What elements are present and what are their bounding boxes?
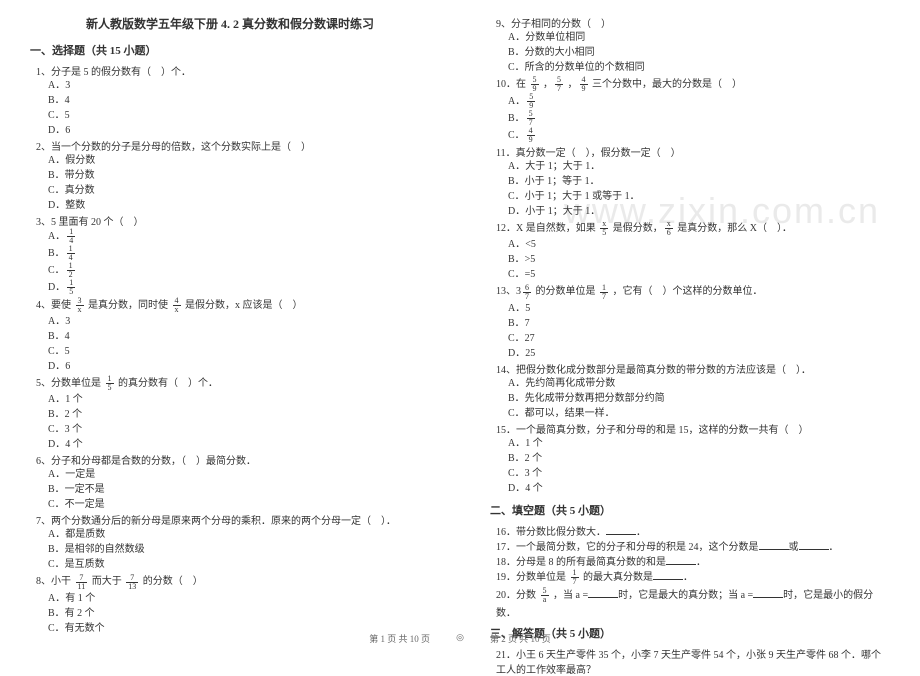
q3-text: 3、5 里面有 20 个（ ） bbox=[30, 213, 430, 228]
q20-text: 20．分数 5a ，当 a =时，它是最大的真分数；当 a =时，它是最小的假分… bbox=[490, 586, 890, 619]
q5-option-a: A．1 个 bbox=[30, 392, 430, 407]
q11-text: 11．真分数一定（ ），假分数一定（ ） bbox=[490, 144, 890, 159]
q13-option-b: B．7 bbox=[490, 316, 890, 331]
q15-text: 15．一个最简真分数，分子和分母的和是 15，这样的分数一共有（ ） bbox=[490, 421, 890, 436]
q15-option-b: B．2 个 bbox=[490, 451, 890, 466]
q12-option-b: B．>5 bbox=[490, 252, 890, 267]
q19-text: 19．分数单位是 17 的最大真分数是． bbox=[490, 568, 890, 586]
q5-text: 5、分数单位是 15 的真分数有（ ）个． bbox=[30, 374, 430, 392]
q1-option-a: A．3 bbox=[30, 78, 430, 93]
q8-text: 8、小干 711 而大于 713 的分数（ ） bbox=[30, 572, 430, 590]
q2-text: 2、当一个分数的分子是分母的倍数，这个分数实际上是（ ） bbox=[30, 138, 430, 153]
q15-option-d: D．4 个 bbox=[490, 481, 890, 496]
q5-option-d: D．4 个 bbox=[30, 437, 430, 452]
q5-option-b: B．2 个 bbox=[30, 407, 430, 422]
q13-option-a: A．5 bbox=[490, 301, 890, 316]
q9-option-a: A．分数单位相同 bbox=[490, 30, 890, 45]
q15-option-c: C．3 个 bbox=[490, 466, 890, 481]
q3-option-a: A．14 bbox=[30, 228, 430, 245]
page-footer-2: 第 2 页 共 10 页 bbox=[490, 632, 551, 645]
q15-option-a: A．1 个 bbox=[490, 436, 890, 451]
q12-text: 12．X 是自然数，如果 x5 是假分数，x6 是真分数，那么 X（ ）． bbox=[490, 219, 890, 237]
q2-option-d: D．整数 bbox=[30, 198, 430, 213]
q14-option-b: B．先化成带分数再把分数部分约简 bbox=[490, 391, 890, 406]
q3-option-b: B．14 bbox=[30, 245, 430, 262]
q10-option-c: C．49 bbox=[490, 127, 890, 144]
right-column: 9、分子相同的分数（ ） A．分数单位相同 B．分数的大小相同 C．所含的分数单… bbox=[460, 0, 920, 651]
q1-option-d: D．6 bbox=[30, 123, 430, 138]
q14-text: 14、把假分数化成分数部分是最简真分数的带分数的方法应该是（ ）． bbox=[490, 361, 890, 376]
q1-option-b: B．4 bbox=[30, 93, 430, 108]
q11-option-b: B．小于 1；等于 1． bbox=[490, 174, 890, 189]
q12-option-c: C．=5 bbox=[490, 267, 890, 282]
q4-option-a: A．3 bbox=[30, 314, 430, 329]
q9-option-c: C．所含的分数单位的个数相同 bbox=[490, 60, 890, 75]
q5-option-c: C．3 个 bbox=[30, 422, 430, 437]
q11-option-c: C．小于 1；大于 1 或等于 1． bbox=[490, 189, 890, 204]
q1-option-c: C．5 bbox=[30, 108, 430, 123]
q17-text: 17．一个最简分数，它的分子和分母的积是 24，这个分数是或． bbox=[490, 538, 890, 553]
q16-text: 16．带分数比假分数大．． bbox=[490, 523, 890, 538]
q14-option-a: A．先约简再化成带分数 bbox=[490, 376, 890, 391]
q7-option-c: C．是互质数 bbox=[30, 557, 430, 572]
q6-option-a: A．一定是 bbox=[30, 467, 430, 482]
q13-text: 13、367 的分数单位是 17 ，它有（ ）个这样的分数单位． bbox=[490, 282, 890, 300]
q4-option-b: B．4 bbox=[30, 329, 430, 344]
q3-option-c: C．12 bbox=[30, 262, 430, 279]
q11-option-d: D．小于 1；大于 1． bbox=[490, 204, 890, 219]
q7-option-b: B．是相邻的自然数级 bbox=[30, 542, 430, 557]
q10-text: 10．在 59 ，57 ，49 三个分数中，最大的分数是（ ） bbox=[490, 75, 890, 93]
q2-option-c: C．真分数 bbox=[30, 183, 430, 198]
q18-text: 18．分母是 8 的所有最简真分数的和是． bbox=[490, 553, 890, 568]
q14-option-c: C．都可以，结果一样． bbox=[490, 406, 890, 421]
q6-text: 6、分子和分母都是合数的分数，（ ）最简分数． bbox=[30, 452, 430, 467]
q7-option-a: A．都是质数 bbox=[30, 527, 430, 542]
section-2-header: 二、填空题（共 5 小题） bbox=[490, 502, 890, 518]
q6-option-c: C．不一定是 bbox=[30, 497, 430, 512]
q13-option-d: D．25 bbox=[490, 346, 890, 361]
q1-text: 1、分子是 5 的假分数有（ ）个． bbox=[30, 63, 430, 78]
q3-option-d: D．15 bbox=[30, 279, 430, 296]
q10-option-a: A．59 bbox=[490, 93, 890, 110]
document-title: 新人教版数学五年级下册 4. 2 真分数和假分数课时练习 bbox=[30, 15, 430, 32]
section-1-header: 一、选择题（共 15 小题） bbox=[30, 42, 430, 58]
q2-option-a: A．假分数 bbox=[30, 153, 430, 168]
q10-option-b: B．57 bbox=[490, 110, 890, 127]
q8-option-a: A．有 1 个 bbox=[30, 591, 430, 606]
q4-option-c: C．5 bbox=[30, 344, 430, 359]
q8-option-b: B．有 2 个 bbox=[30, 606, 430, 621]
q12-option-a: A．<5 bbox=[490, 237, 890, 252]
q7-text: 7、两个分数通分后的新分母是原来两个分母的乘积．原来的两个分母一定（ ）． bbox=[30, 512, 430, 527]
left-column: 新人教版数学五年级下册 4. 2 真分数和假分数课时练习 一、选择题（共 15 … bbox=[0, 0, 460, 651]
q13-option-c: C．27 bbox=[490, 331, 890, 346]
q2-option-b: B．带分数 bbox=[30, 168, 430, 183]
q9-option-b: B．分数的大小相同 bbox=[490, 45, 890, 60]
page-divider-icon: ◎ bbox=[456, 632, 464, 643]
q4-text: 4、要使 3x 是真分数，同时使 4x 是假分数，x 应该是（ ） bbox=[30, 296, 430, 314]
q4-option-d: D．6 bbox=[30, 359, 430, 374]
q9-text: 9、分子相同的分数（ ） bbox=[490, 15, 890, 30]
q11-option-a: A．大于 1；大于 1． bbox=[490, 159, 890, 174]
page-footer-1: 第 1 页 共 10 页 bbox=[369, 632, 430, 645]
q6-option-b: B．一定不是 bbox=[30, 482, 430, 497]
